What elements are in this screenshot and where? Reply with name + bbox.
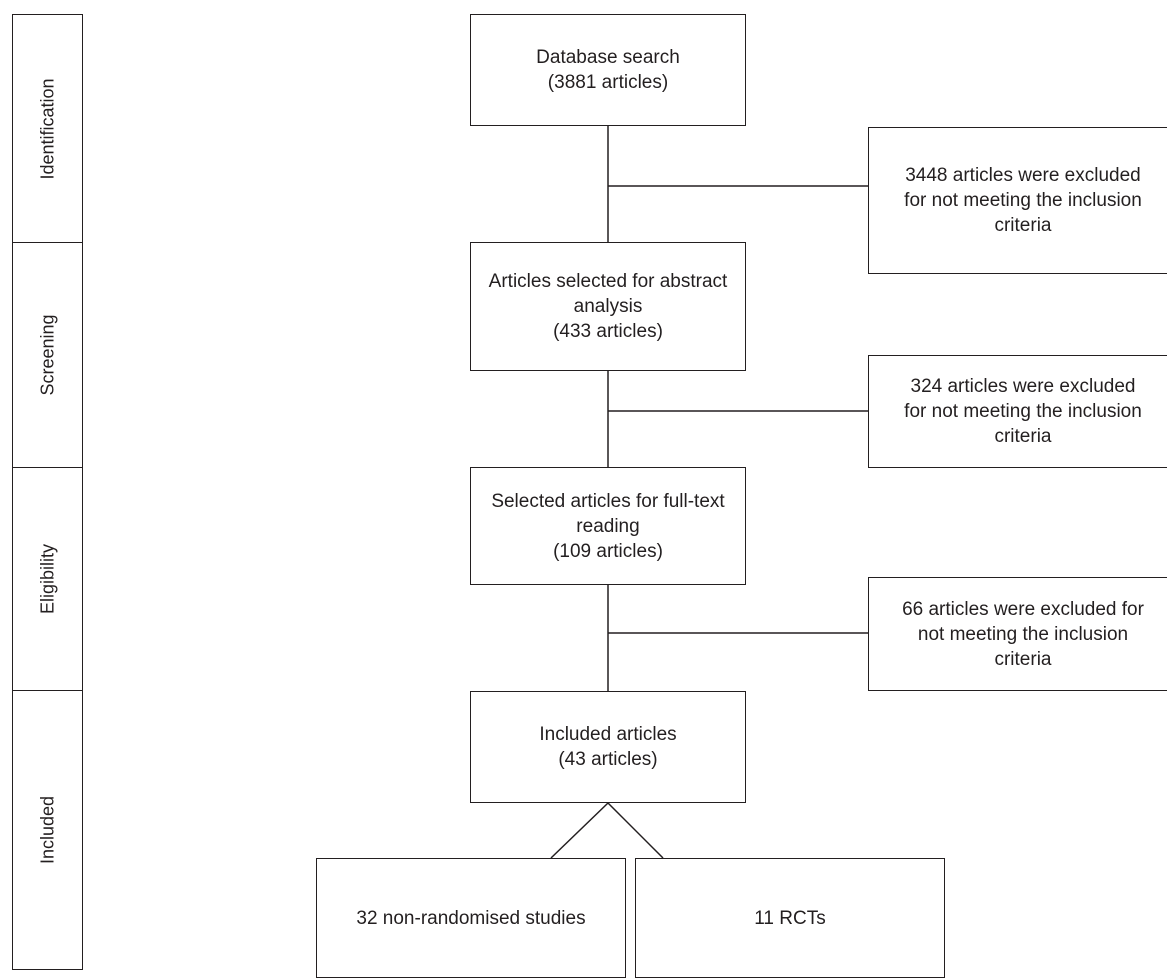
stage-eligibility: Eligibility	[12, 467, 83, 691]
connector-included-to-rcts	[607, 802, 664, 859]
exclusion-box-2: 324 articles were excluded for not meeti…	[868, 355, 1167, 468]
stage-included: Included	[12, 690, 83, 970]
full-text-box: Selected articles for full-text reading …	[470, 467, 746, 585]
exclusion-text-1: 3448 articles were excluded for not meet…	[904, 165, 1142, 236]
connector-included-to-nonrandomised	[550, 802, 609, 859]
stage-label: Eligibility	[37, 543, 57, 615]
stage-label: Included	[37, 795, 57, 865]
stage-screening: Screening	[12, 242, 83, 468]
rcts-box: 11 RCTs	[635, 858, 945, 978]
included-articles-box: Included articles (43 articles)	[470, 691, 746, 803]
exclusion-text-3: 66 articles were excluded for not meetin…	[902, 598, 1144, 670]
non-randomised-studies-text: 32 non-randomised studies	[356, 907, 586, 929]
exclusion-box-3: 66 articles were excluded for not meetin…	[868, 577, 1167, 691]
abstract-analysis-text: Articles selected for abstract analysis …	[488, 271, 728, 342]
stage-label: Identification	[37, 77, 57, 180]
stage-identification: Identification	[12, 14, 83, 243]
rcts-text: 11 RCTs	[754, 907, 826, 929]
database-search-box: Database search (3881 articles)	[470, 14, 746, 126]
included-articles-text: Included articles (43 articles)	[539, 724, 677, 770]
full-text-text: Selected articles for full-text reading …	[491, 490, 725, 562]
non-randomised-studies-box: 32 non-randomised studies	[316, 858, 626, 978]
exclusion-text-2: 324 articles were excluded for not meeti…	[904, 376, 1142, 447]
database-search-text: Database search (3881 articles)	[536, 47, 680, 93]
abstract-analysis-box: Articles selected for abstract analysis …	[470, 242, 746, 371]
exclusion-box-1: 3448 articles were excluded for not meet…	[868, 127, 1167, 274]
stage-label: Screening	[37, 314, 57, 396]
